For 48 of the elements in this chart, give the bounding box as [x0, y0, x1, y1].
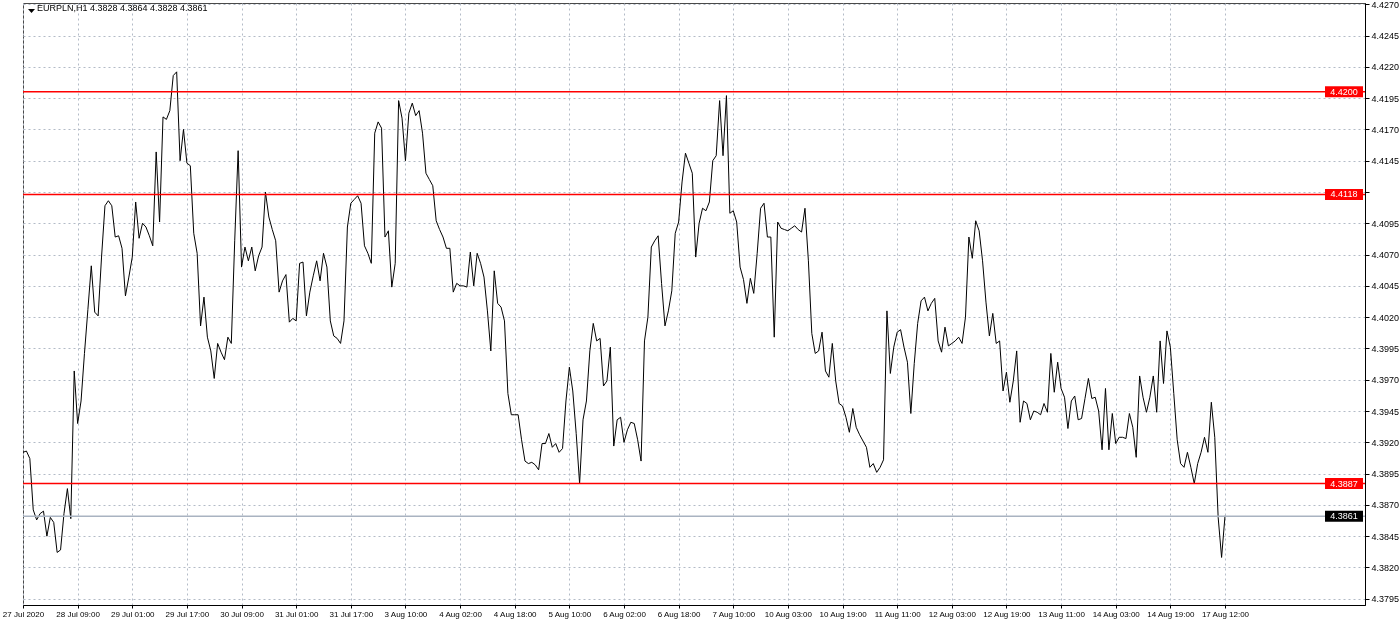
x-tick-label: 4 Aug 18:00: [493, 609, 538, 619]
x-tick-label: 31 Jul 01:00: [274, 609, 320, 619]
y-tick-label: 4.3820: [1371, 562, 1400, 573]
x-tick-label: 10 Aug 19:00: [819, 609, 868, 619]
y-tick-label: 4.3970: [1371, 375, 1400, 386]
y-tick-label: 4.4020: [1371, 312, 1400, 323]
y-tick-label: 4.3945: [1371, 406, 1400, 417]
x-tick-label: 27 Jul 2020: [2, 609, 45, 619]
chart-title: EURPLN,H1 4.3828 4.3864 4.3828 4.3861: [37, 3, 208, 14]
x-tick-label: 12 Aug 19:00: [983, 609, 1032, 619]
y-tick-label: 4.4045: [1371, 281, 1400, 292]
y-tick-label: 4.4145: [1371, 156, 1400, 167]
y-tick-label: 4.4095: [1371, 218, 1400, 229]
x-tick-label: 17 Aug 12:00: [1201, 609, 1250, 619]
x-tick-label: 5 Aug 10:00: [548, 609, 592, 619]
y-tick-label: 4.3920: [1371, 437, 1400, 448]
x-tick-label: 6 Aug 02:00: [603, 609, 647, 619]
x-tick-label: 30 Jul 09:00: [220, 609, 265, 619]
y-tick-label: 4.4220: [1371, 62, 1400, 73]
x-tick-label: 31 Jul 17:00: [329, 609, 374, 619]
y-tick-label: 4.3995: [1371, 343, 1400, 354]
y-tick-label: 4.3870: [1371, 500, 1400, 511]
ref-line-label: 4.3887: [1330, 478, 1358, 489]
x-tick-label: 14 Aug 19:00: [1147, 609, 1195, 619]
x-tick-label: 29 Jul 17:00: [165, 609, 210, 619]
ref-line-label: 4.4118: [1330, 189, 1358, 200]
y-tick-label: 4.4270: [1371, 0, 1400, 10]
x-tick-label: 28 Jul 09:00: [56, 609, 101, 619]
line-series: [23, 71, 1226, 558]
y-tick-label: 4.4195: [1371, 93, 1400, 104]
y-tick-label: 4.3895: [1371, 469, 1400, 480]
x-tick-label: 3 Aug 10:00: [384, 609, 428, 619]
y-tick-label: 4.3795: [1371, 594, 1400, 605]
x-tick-label: 10 Aug 03:00: [764, 609, 813, 619]
y-tick-label: 4.4170: [1371, 124, 1400, 135]
y-tick-label: 4.3845: [1371, 531, 1400, 542]
x-tick-label: 7 Aug 10:00: [712, 609, 756, 619]
x-tick-label: 6 Aug 18:00: [657, 609, 702, 619]
x-tick-label: 14 Aug 03:00: [1092, 609, 1141, 619]
y-tick-label: 4.4070: [1371, 250, 1400, 261]
x-tick-label: 13 Aug 11:00: [1038, 609, 1086, 619]
ref-line-label: 4.4200: [1330, 86, 1358, 97]
ref-line-label: 4.3861: [1330, 511, 1358, 522]
x-tick-label: 4 Aug 02:00: [439, 609, 483, 619]
x-tick-label: 11 Aug 11:00: [874, 609, 922, 619]
y-tick-label: 4.4245: [1371, 31, 1400, 42]
x-tick-label: 29 Jul 01:00: [110, 609, 156, 619]
x-tick-label: 12 Aug 03:00: [928, 609, 977, 619]
